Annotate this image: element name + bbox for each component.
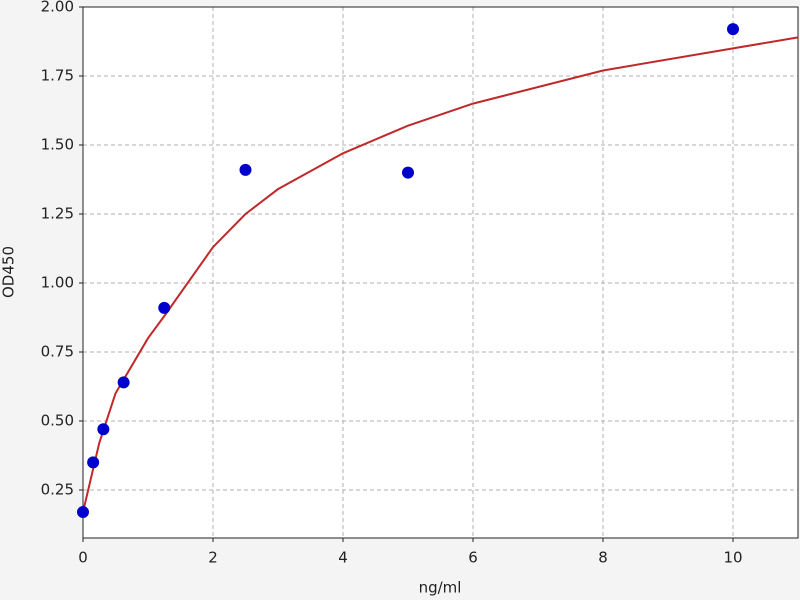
data-point: [158, 301, 171, 314]
y-tick-label: 0.50: [41, 411, 74, 429]
x-tick-label: 10: [723, 549, 742, 567]
x-tick-label: 4: [338, 549, 348, 567]
y-tick-label: 0.25: [41, 480, 74, 498]
plot-frame: [82, 6, 799, 539]
x-tick-label: 6: [468, 549, 478, 567]
data-point: [239, 163, 252, 176]
y-tick-label: 1.00: [41, 273, 74, 291]
y-axis-label: OD450: [0, 246, 18, 298]
x-axis-label: ng/ml: [419, 579, 462, 597]
data-point: [97, 423, 110, 436]
y-tick-label: 1.75: [41, 66, 74, 84]
y-tick-label: 2.00: [41, 0, 74, 16]
x-tick-label: 0: [78, 549, 88, 567]
plot-area: [83, 7, 798, 538]
y-tick-label: 1.50: [41, 135, 74, 153]
x-tick-label: 8: [598, 549, 608, 567]
data-point: [77, 506, 89, 519]
data-point: [402, 166, 414, 179]
data-point: [87, 456, 100, 469]
data-point: [727, 23, 739, 36]
y-tick-label: 1.25: [41, 204, 74, 222]
y-tick-label: 0.75: [41, 342, 74, 360]
data-point: [117, 376, 130, 389]
x-tick-label: 2: [208, 549, 218, 567]
